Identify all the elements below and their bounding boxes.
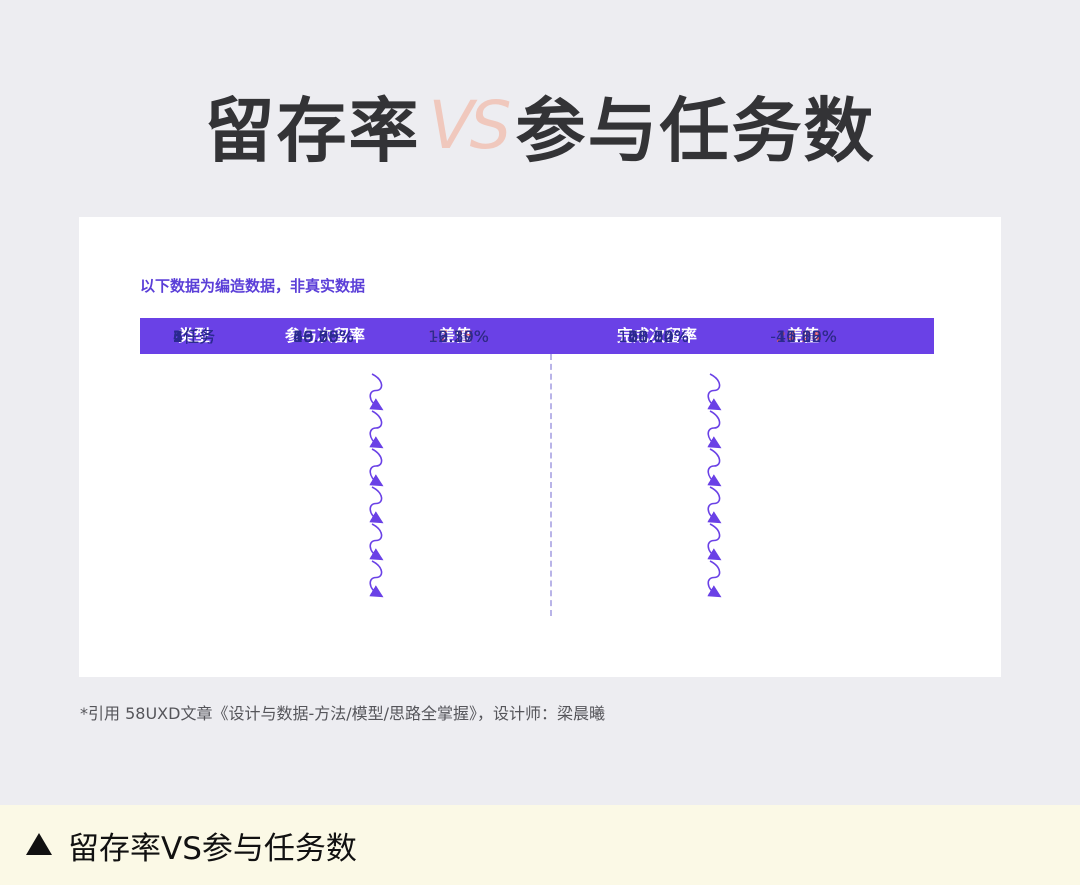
cell-completion: 28.74% — [627, 327, 689, 346]
caption-bar: 留存率VS参与任务数 — [0, 805, 1080, 885]
hero-title-vs: VS — [428, 86, 511, 164]
trend-arrow — [369, 486, 384, 524]
trend-arrow — [707, 410, 722, 449]
trend-arrow — [369, 560, 384, 598]
cell-diff-completion: 17.64% — [775, 327, 837, 346]
cell-diff-participation: 10.19% — [427, 327, 489, 346]
trend-arrow — [707, 486, 722, 524]
trend-arrow — [369, 410, 384, 449]
trend-arrow — [707, 523, 722, 561]
column-header-diff-completion: 差值 — [786, 326, 820, 345]
cell-type: 1任务 — [172, 327, 216, 346]
cell-completion: 68.82% — [627, 327, 689, 346]
retention-table: 类型 参与次留率 差值 完成次留率 差值 1任务 9.38% 11.10% 2任务 18… — [140, 318, 934, 618]
column-header-diff-participation: 差值 — [438, 326, 472, 345]
table-header: 类型 参与次留率 差值 完成次留率 差值 — [140, 318, 934, 354]
cell-participation: 48.60% — [292, 327, 354, 346]
cell-completion: 53.00% — [627, 327, 689, 346]
cell-diff-completion: -10.00% — [770, 327, 837, 346]
cell-participation: 56.50% — [292, 327, 354, 346]
cell-type: 5任务 — [172, 327, 216, 346]
source-citation: *引用 58UXD文章《设计与数据-方法/模型/思路全掌握》，设计师：梁晨曦 — [80, 704, 605, 723]
cell-completion: 70.00% — [627, 327, 689, 346]
column-header-participation: 参与次留率 — [284, 326, 366, 345]
cell-type: 2任务 — [172, 327, 216, 346]
caption-text: 留存率VS参与任务数 — [68, 831, 357, 867]
cell-diff-participation: 9.37% — [438, 327, 489, 346]
cell-diff-participation: 3.50% — [438, 327, 489, 346]
trend-arrows — [369, 373, 722, 598]
cell-diff-completion: 24.26% — [775, 327, 837, 346]
cell-type: 6任务 — [172, 327, 216, 346]
cell-participation: 18.75% — [292, 327, 354, 346]
hero-title: 留存率 VS 参与任务数 — [0, 80, 1080, 172]
cell-diff-participation: 12.10% — [427, 327, 489, 346]
triangle-up-icon — [26, 833, 52, 855]
cell-participation: 58.79% — [292, 327, 354, 346]
cell-participation: 60.00% — [292, 327, 354, 346]
column-divider — [550, 354, 552, 616]
trend-arrow — [707, 448, 722, 487]
cell-diff-participation: -2.29% — [432, 327, 489, 346]
hero-title-right: 参与任务数 — [515, 89, 876, 172]
cell-completion: 11.10% — [627, 327, 689, 346]
cell-diff-completion: 1.18% — [786, 327, 837, 346]
cell-diff-participation: 17.75% — [427, 327, 489, 346]
data-card: 以下数据为编造数据，非真实数据 类型 参与次留率 差值 完成次留率 差值 1任务… — [79, 217, 1001, 677]
hero-title-left: 留存率 — [204, 89, 421, 172]
trend-arrow — [369, 373, 384, 411]
cell-participation: 36.50% — [292, 327, 354, 346]
cell-completion: 60.00% — [627, 327, 689, 346]
trend-arrow — [707, 560, 722, 598]
cell-diff-completion: 15.82% — [775, 327, 837, 346]
data-disclaimer: 以下数据为编造数据，非真实数据 — [140, 277, 366, 295]
trend-arrow — [707, 373, 722, 411]
cell-type: 4任务 — [172, 327, 216, 346]
cell-type: 7任务 — [172, 327, 216, 346]
column-header-type: 类型 — [177, 326, 211, 345]
cell-participation: 9.38% — [303, 327, 354, 346]
trend-arrow — [369, 448, 384, 487]
column-header-completion: 完成次留率 — [616, 326, 698, 345]
cell-completion: 100.00% — [617, 327, 689, 346]
trend-arrow — [369, 523, 384, 561]
cell-diff-completion: 40.00% — [775, 327, 837, 346]
cell-type: 3任务 — [172, 327, 216, 346]
